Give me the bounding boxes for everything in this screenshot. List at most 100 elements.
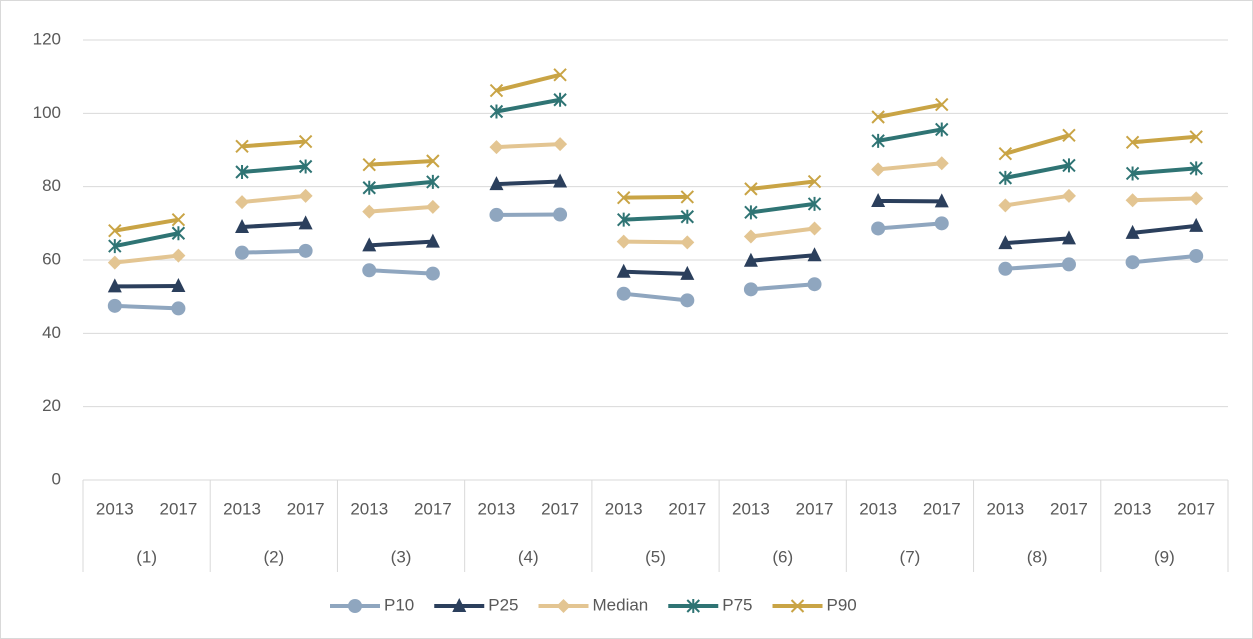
marker [553,92,567,107]
series-line [369,268,433,276]
marker [452,598,467,612]
marker [425,266,440,281]
marker [871,133,885,148]
series-line [241,139,306,149]
series-line [877,127,943,143]
series-line [623,269,688,276]
series-line [114,253,179,265]
marker [348,599,362,613]
series-line [750,282,815,292]
marker [807,196,822,211]
marker [1189,217,1204,232]
marker [425,233,440,248]
x-tick-label: 2017 [923,499,961,518]
marker [686,599,700,613]
group-label: (4) [518,547,539,566]
legend-label: P90 [827,595,857,614]
marker [235,195,250,210]
series-line [241,221,306,229]
series-line [496,179,561,187]
series-line [1004,133,1070,156]
marker [871,162,886,177]
marker [235,245,250,260]
y-tick-label: 20 [42,396,61,415]
marker [426,154,440,168]
y-tick-label: 0 [52,469,61,488]
series-line [1132,196,1197,203]
marker [298,243,313,258]
marker [298,134,313,149]
legend-label: P75 [722,595,752,614]
marker [171,226,186,241]
x-tick-label: 2017 [287,499,325,518]
marker [1189,191,1204,206]
marker [998,170,1013,185]
marker [553,68,567,82]
marker [1125,224,1140,239]
series-line [750,226,815,239]
group-label: (7) [900,547,921,566]
series-line [1132,253,1197,265]
marker [998,261,1013,276]
marker [1125,255,1140,270]
marker [298,215,313,230]
marker [426,174,440,189]
x-tick-label: 2013 [478,499,516,518]
x-tick-label: 2013 [986,499,1024,518]
marker [790,599,805,613]
series-line [623,291,688,303]
marker [362,204,377,219]
series-line [877,221,942,231]
x-tick-label: 2013 [223,499,261,518]
marker [807,277,822,292]
marker [1125,166,1140,181]
marker [616,286,631,301]
marker [1189,248,1204,263]
marker [553,137,568,152]
marker [1062,158,1076,173]
marker [171,248,186,263]
series-line [623,194,688,200]
marker [616,190,631,205]
marker [235,139,249,154]
marker [934,193,949,208]
series-line [1005,193,1070,208]
marker [871,110,885,124]
marker [1062,128,1076,143]
x-tick-label: 2017 [414,499,452,518]
marker [235,219,250,233]
marker [362,180,376,195]
marker [489,176,504,191]
y-tick-label: 40 [42,323,61,342]
marker [998,235,1013,250]
marker [807,174,822,189]
group-label: (8) [1027,547,1048,566]
series-line [369,204,434,214]
marker [171,212,186,227]
group-label: (1) [136,547,157,566]
marker [616,263,631,278]
series-line [1132,223,1197,235]
marker [1061,230,1076,245]
x-tick-label: 2013 [605,499,643,518]
marker [1061,257,1076,272]
series-line [877,102,943,119]
series-line [496,142,561,150]
series-line [241,248,306,255]
series-line [750,201,815,215]
x-tick-label: 2017 [541,499,579,518]
marker [1189,161,1203,176]
marker [362,157,376,172]
marker [998,146,1013,161]
series-line [750,253,815,263]
marker [680,190,695,204]
marker [362,237,377,252]
series-line [750,179,815,191]
series-line [1132,166,1197,176]
series-line [495,72,561,93]
series-line [241,193,306,205]
group-label: (6) [772,547,793,566]
marker [1061,188,1076,203]
